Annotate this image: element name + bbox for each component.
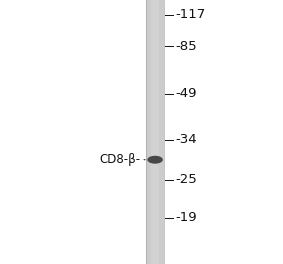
Text: -19: -19: [175, 211, 196, 224]
Bar: [146, 0, 164, 264]
Text: -85: -85: [175, 40, 196, 53]
Text: -34: -34: [175, 133, 196, 147]
Text: -25: -25: [175, 173, 197, 186]
Ellipse shape: [147, 156, 163, 164]
Bar: [151, 0, 159, 264]
Text: -49: -49: [175, 87, 196, 100]
Text: CD8-β-: CD8-β-: [99, 153, 140, 166]
Text: -117: -117: [175, 8, 205, 21]
